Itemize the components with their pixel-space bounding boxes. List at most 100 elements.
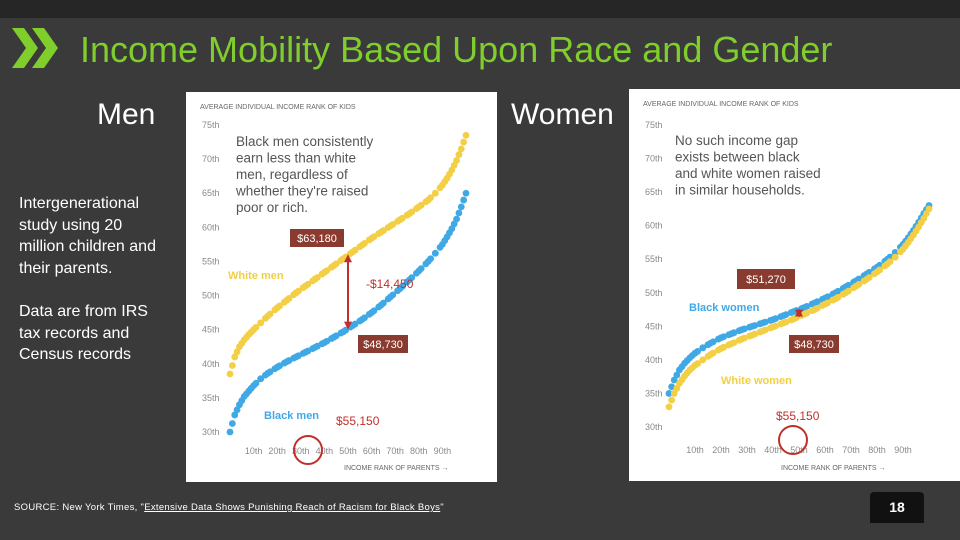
data-point	[803, 309, 811, 317]
y-axis-header: AVERAGE INDIVIDUAL INCOME RANK OF KIDS	[200, 104, 356, 111]
y-tick-label: 55th	[202, 256, 220, 266]
y-tick-label: 35th	[202, 393, 220, 403]
data-point	[902, 242, 909, 250]
source-suffix: "	[440, 502, 444, 513]
x-tick-label: 30th	[292, 446, 310, 456]
data-point	[295, 287, 302, 295]
data-point	[891, 253, 899, 261]
y-tick-label: 75th	[202, 120, 220, 130]
data-point	[462, 189, 470, 197]
data-point	[709, 338, 717, 346]
y-tick-label: 45th	[202, 325, 220, 335]
data-point	[670, 376, 678, 384]
data-point	[346, 250, 354, 257]
data-point	[441, 237, 449, 245]
data-point	[746, 332, 753, 340]
y-tick-label: 55th	[645, 254, 663, 264]
data-point	[865, 268, 873, 276]
series-label: White women	[721, 375, 792, 387]
data-point	[746, 323, 753, 331]
data-point	[665, 403, 673, 411]
data-point	[365, 310, 373, 318]
data-point	[751, 322, 759, 329]
lower-value-label: $48,730	[363, 339, 403, 351]
data-point	[462, 131, 470, 139]
data-point	[247, 328, 255, 336]
data-point	[923, 210, 930, 217]
y-tick-label: 50th	[202, 291, 220, 301]
data-point	[436, 243, 444, 251]
data-point	[756, 320, 764, 328]
data-point	[285, 295, 293, 302]
data-point	[318, 270, 326, 278]
x-tick-label: 30th	[738, 445, 756, 455]
data-point	[709, 349, 717, 357]
data-point	[782, 318, 790, 326]
men-label: Men	[97, 98, 156, 131]
data-point	[228, 362, 236, 369]
data-point	[834, 293, 842, 301]
study-description: Intergenerational study using 20 million…	[19, 195, 156, 277]
data-point	[460, 196, 468, 204]
data-point	[782, 311, 790, 318]
data-point	[257, 375, 265, 383]
x-tick-label: 50th	[339, 446, 357, 456]
data-point	[271, 306, 279, 314]
data-point	[351, 246, 359, 254]
data-point	[694, 360, 701, 367]
circle-value-label: $55,150	[776, 409, 820, 423]
x-tick-label: 70th	[386, 446, 404, 456]
x-tick-label: 90th	[894, 445, 912, 455]
men-scatter-chart: AVERAGE INDIVIDUAL INCOME RANK OF KIDS 30…	[200, 104, 470, 472]
y-tick-label: 60th	[202, 222, 220, 232]
y-tick-label: 40th	[645, 355, 663, 365]
data-point	[694, 347, 701, 355]
data-point	[668, 396, 675, 404]
data-point	[678, 363, 686, 370]
y-tick-label: 50th	[645, 288, 663, 298]
y-tick-label: 75th	[645, 120, 663, 130]
women-scatter-chart: AVERAGE INDIVIDUAL INCOME RANK OF KIDS 30…	[643, 101, 933, 472]
x-tick-label: 10th	[245, 446, 263, 456]
data-point	[715, 335, 722, 343]
slide-number: 18	[870, 492, 924, 523]
data-point	[808, 300, 816, 308]
source-citation: SOURCE: New York Times, "Extensive Data …	[14, 502, 444, 513]
data-point	[403, 278, 411, 286]
data-point	[819, 302, 826, 309]
data-point	[865, 274, 873, 281]
source-article-link[interactable]: Extensive Data Shows Punishing Reach of …	[144, 502, 441, 513]
data-point	[389, 291, 397, 299]
y-tick-label: 65th	[202, 188, 220, 198]
data-point	[328, 263, 335, 271]
data-point	[813, 304, 821, 312]
data-point	[787, 316, 795, 324]
data-point	[457, 203, 465, 211]
lower-value-box	[358, 335, 408, 353]
data-point	[689, 352, 696, 359]
data-point	[855, 280, 863, 288]
data-point	[431, 189, 439, 197]
data-point	[408, 274, 416, 282]
top-bar	[0, 0, 960, 18]
data-point	[699, 356, 707, 364]
data-point	[834, 287, 842, 295]
data-point	[668, 383, 675, 391]
highlight-circle	[293, 435, 323, 465]
data-point	[313, 274, 321, 281]
data-point	[276, 302, 283, 310]
x-tick-label: 20th	[268, 446, 286, 456]
data-point	[252, 323, 260, 331]
y-tick-label: 70th	[202, 154, 220, 164]
data-point	[394, 287, 401, 295]
gap-arrow-down	[795, 309, 803, 318]
x-tick-label: 90th	[434, 446, 452, 456]
data-point	[280, 298, 288, 306]
y-tick-label: 30th	[202, 427, 220, 437]
data-point	[290, 291, 298, 299]
upper-value-box	[290, 229, 344, 247]
data-point	[741, 334, 748, 342]
data-point	[824, 299, 831, 307]
data-point	[824, 293, 831, 301]
data-point	[460, 138, 468, 146]
